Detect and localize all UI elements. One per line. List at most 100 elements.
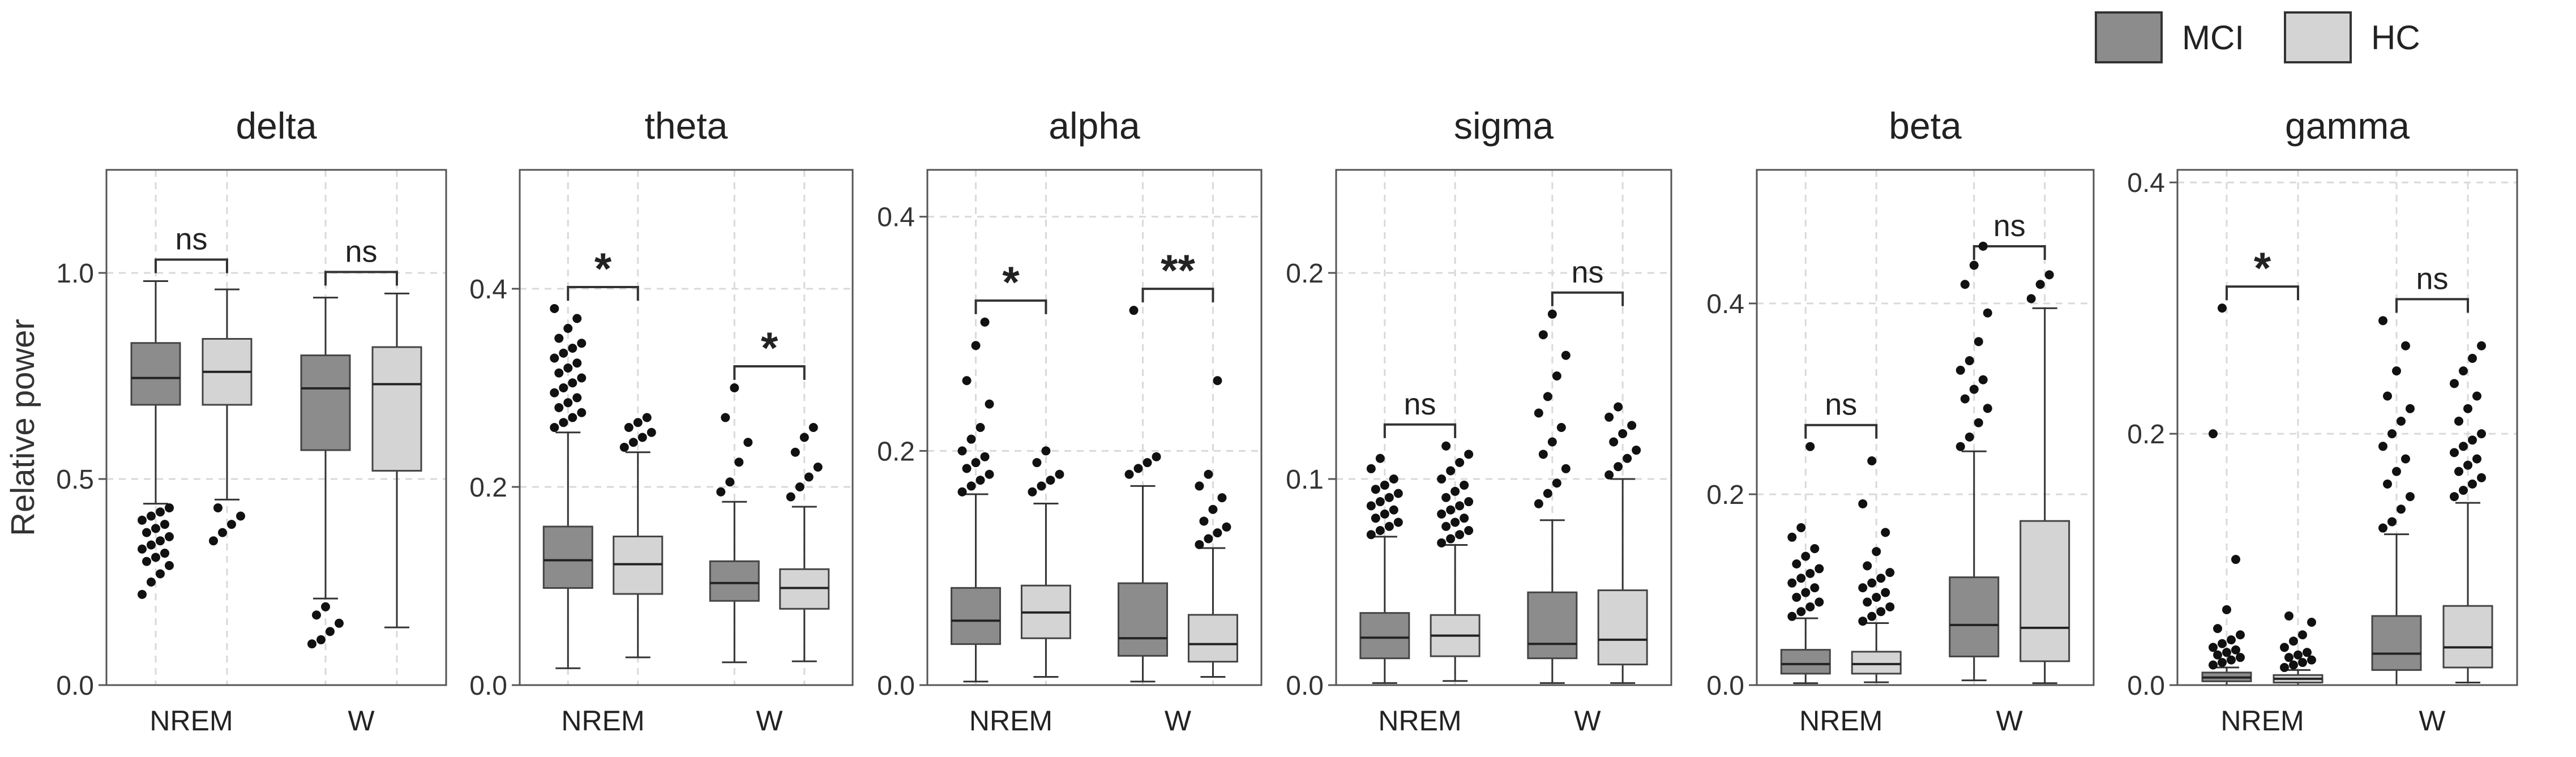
- outlier-point-mci: [1805, 442, 1815, 451]
- outlier-point-mci: [1534, 408, 1543, 418]
- outlier-point-mci: [1796, 523, 1806, 532]
- outlier-point-hc: [637, 433, 647, 442]
- outlier-point-mci: [156, 536, 165, 546]
- outlier-point-mci: [2209, 660, 2218, 670]
- outlier-point-hc: [1446, 534, 1456, 544]
- outlier-point-hc: [1867, 611, 1877, 621]
- outlier-point-hc: [1446, 466, 1456, 476]
- outlier-point-hc: [1441, 521, 1451, 531]
- outlier-point-hc: [1460, 514, 1469, 523]
- box-hc: [1851, 651, 1902, 675]
- outlier-point-mci: [2209, 643, 2218, 652]
- outlier-point-mci: [2387, 429, 2397, 439]
- outlier-point-mci: [1133, 464, 1143, 473]
- outlier-point-mci: [966, 481, 976, 491]
- outlier-point-hc: [1885, 602, 1895, 611]
- outlier-point-mci: [554, 333, 564, 343]
- outlier-point-hc: [642, 413, 652, 422]
- box-hc: [2019, 520, 2070, 662]
- outlier-point-hc: [1441, 441, 1451, 451]
- outlier-point-hc: [786, 492, 795, 502]
- outlier-point-hc: [2303, 648, 2312, 657]
- box-mci: [709, 560, 760, 602]
- outlier-point-hc: [1204, 469, 1213, 479]
- outlier-point-hc: [1213, 376, 1222, 386]
- outlier-point-mci: [2383, 479, 2392, 489]
- outlier-point-hc: [1858, 617, 1868, 626]
- outlier-point-mci: [321, 602, 330, 611]
- outlier-point-mci: [1815, 597, 1824, 607]
- outlier-point-mci: [1375, 454, 1385, 463]
- outlier-point-mci: [554, 403, 564, 412]
- outlier-point-mci: [1380, 509, 1389, 519]
- outlier-point-mci: [550, 353, 559, 363]
- outlier-point-hc: [1041, 446, 1051, 456]
- outlier-point-mci: [1543, 489, 1552, 498]
- outlier-point-mci: [1380, 480, 1389, 490]
- outlier-point-hc: [2459, 442, 2468, 451]
- outlier-point-mci: [985, 469, 994, 479]
- outlier-point-mci: [1552, 478, 1561, 488]
- outlier-point-mci: [138, 589, 147, 599]
- x-tick-label: W: [1574, 705, 1601, 737]
- panel-title: sigma: [1454, 105, 1554, 147]
- outlier-point-mci: [2392, 467, 2401, 476]
- outlier-point-mci: [2387, 517, 2397, 527]
- outlier-point-mci: [1983, 404, 1992, 413]
- outlier-point-mci: [721, 413, 730, 422]
- outlier-point-mci: [2236, 630, 2245, 640]
- outlier-point-hc: [647, 427, 656, 437]
- outlier-point-hc: [808, 423, 818, 432]
- y-tick-label: 0.4: [877, 203, 915, 233]
- outlier-point-mci: [1375, 497, 1385, 507]
- outlier-point-hc: [1614, 462, 1623, 472]
- outlier-point-mci: [1547, 309, 1557, 319]
- outlier-point-mci: [2231, 555, 2240, 564]
- outlier-point-mci: [1787, 578, 1797, 588]
- significance-label: ns: [345, 234, 377, 268]
- outlier-point-hc: [1195, 481, 1204, 491]
- outlier-point-mci: [307, 639, 316, 649]
- outlier-point-mci: [1974, 337, 1983, 347]
- outlier-point-mci: [1787, 611, 1797, 621]
- outlier-point-mci: [577, 408, 587, 417]
- y-tick-label: 0.0: [56, 671, 94, 701]
- outlier-point-mci: [1556, 423, 1566, 432]
- y-tick-label: 1.0: [56, 259, 94, 289]
- significance-bracket: [1972, 245, 2046, 260]
- outlier-point-hc: [2463, 460, 2472, 470]
- outlier-point-mci: [1983, 308, 1992, 318]
- outlier-point-hc: [1028, 487, 1037, 497]
- outlier-point-mci: [563, 398, 573, 408]
- panel-title: theta: [645, 105, 728, 147]
- outlier-point-mci: [1538, 450, 1548, 459]
- outlier-point-mci: [971, 458, 981, 468]
- significance-label: *: [761, 323, 778, 373]
- outlier-point-hc: [1858, 499, 1868, 508]
- outlier-point-hc: [1437, 509, 1447, 519]
- significance-bracket: [733, 365, 806, 380]
- outlier-point-hc: [1867, 456, 1877, 465]
- outlier-point-hc: [790, 447, 800, 457]
- outlier-point-mci: [1375, 526, 1385, 535]
- outlier-point-hc: [1441, 493, 1451, 502]
- outlier-point-mci: [1384, 521, 1394, 531]
- outlier-point-mci: [156, 507, 165, 517]
- outlier-point-mci: [142, 557, 151, 566]
- box-mci: [1359, 612, 1410, 660]
- outlier-point-hc: [1881, 588, 1890, 597]
- box-mci: [1949, 576, 2000, 657]
- outlier-point-mci: [1801, 551, 1811, 561]
- box-mci: [130, 342, 181, 406]
- outlier-point-mci: [1366, 530, 1376, 540]
- outlier-point-mci: [151, 524, 160, 533]
- outlier-point-mci: [1384, 493, 1394, 502]
- box-hc: [2442, 605, 2493, 669]
- outlier-point-mci: [2218, 303, 2227, 313]
- significance-label: ns: [1571, 255, 1603, 289]
- outlier-point-mci: [725, 477, 735, 487]
- outlier-point-mci: [2378, 316, 2387, 326]
- outlier-point-mci: [1960, 394, 1970, 404]
- significance-label: *: [594, 243, 612, 293]
